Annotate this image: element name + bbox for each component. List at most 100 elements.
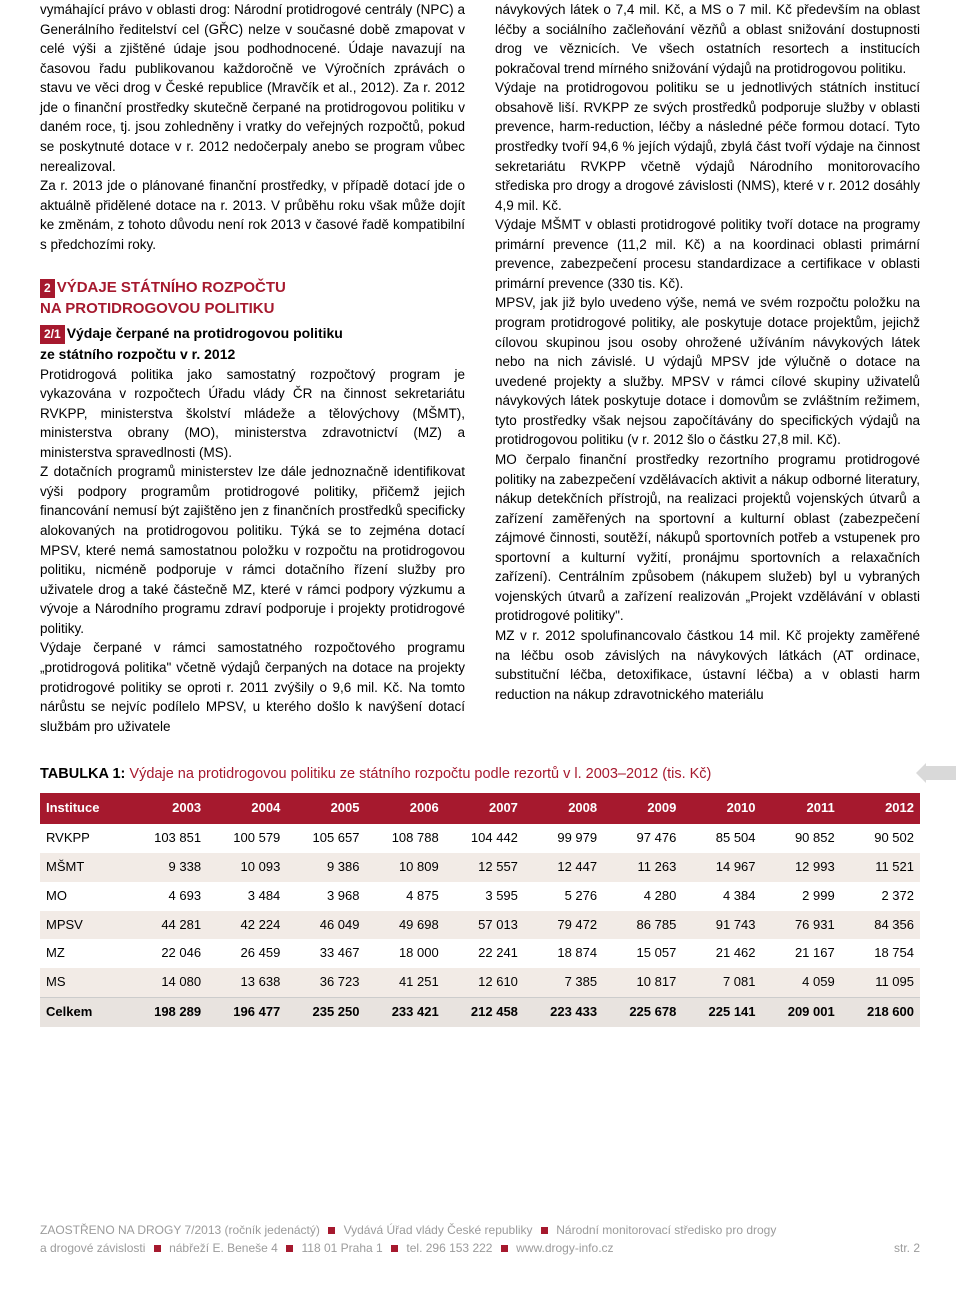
body-text: Z dotačních programů ministerstev lze dá… — [40, 462, 465, 638]
table-cell: 12 557 — [445, 853, 524, 882]
table-cell: 3 595 — [445, 882, 524, 911]
table-cell: 26 459 — [207, 939, 286, 968]
table-cell: 3 484 — [207, 882, 286, 911]
table-cell: 11 263 — [603, 853, 682, 882]
table-row: MPSV44 28142 22446 04949 69857 01379 472… — [40, 911, 920, 940]
table-cell: 57 013 — [445, 911, 524, 940]
subsection-heading: 2/1Výdaje čerpané na protidrogovou polit… — [40, 323, 465, 365]
subheading-text: ze státního rozpočtu v r. 2012 — [40, 346, 235, 362]
table-cell: 49 698 — [366, 911, 445, 940]
table-header-cell: 2007 — [445, 793, 524, 824]
body-text: vymáhající právo v oblasti drog: Národní… — [40, 0, 465, 176]
footer-issue: ZAOSTŘENO NA DROGY 7/2013 (ročník jedená… — [40, 1223, 320, 1237]
table-label: TABULKA 1: — [40, 766, 125, 782]
table-cell: 212 458 — [445, 998, 524, 1027]
table-cell: 4 875 — [366, 882, 445, 911]
table-cell: 4 059 — [762, 968, 841, 997]
body-text: Výdaje MŠMT v oblasti protidrogové polit… — [495, 215, 920, 293]
data-table: Instituce2003200420052006200720082009201… — [40, 793, 920, 1027]
table-cell: 13 638 — [207, 968, 286, 997]
table-cell: 104 442 — [445, 824, 524, 853]
table-cell: 2 999 — [762, 882, 841, 911]
table-header-cell: Instituce — [40, 793, 128, 824]
table-header-cell: 2008 — [524, 793, 603, 824]
table-cell: 198 289 — [128, 998, 207, 1027]
table-row: MZ22 04626 45933 46718 00022 24118 87415… — [40, 939, 920, 968]
bullet-icon — [501, 1245, 508, 1252]
section-badge: 2 — [40, 279, 55, 297]
table-cell: 9 386 — [286, 853, 365, 882]
heading-text: NA PROTIDROGOVOU POLITIKU — [40, 300, 274, 317]
table-cell: 5 276 — [524, 882, 603, 911]
page-footer: ZAOSTŘENO NA DROGY 7/2013 (ročník jedená… — [0, 1207, 960, 1269]
body-text: Za r. 2013 jde o plánované finanční pros… — [40, 176, 465, 254]
table-cell: 36 723 — [286, 968, 365, 997]
table-cell: 21 462 — [682, 939, 761, 968]
table-cell: 100 579 — [207, 824, 286, 853]
table-cell: 14 080 — [128, 968, 207, 997]
table-cell: 10 809 — [366, 853, 445, 882]
table-cell: 90 852 — [762, 824, 841, 853]
table-cell: 14 967 — [682, 853, 761, 882]
table-cell: 97 476 — [603, 824, 682, 853]
table-cell: 76 931 — [762, 911, 841, 940]
table-cell: 105 657 — [286, 824, 365, 853]
table-cell: 108 788 — [366, 824, 445, 853]
table-header-cell: 2011 — [762, 793, 841, 824]
table-header-cell: 2009 — [603, 793, 682, 824]
table-cell: 12 610 — [445, 968, 524, 997]
footer-text: www.drogy-info.cz — [516, 1241, 613, 1255]
table-cell: 22 241 — [445, 939, 524, 968]
bullet-icon — [541, 1227, 548, 1234]
table-cell: 33 467 — [286, 939, 365, 968]
table-cell: 11 095 — [841, 968, 920, 997]
table-cell: 91 743 — [682, 911, 761, 940]
subheading-text: Výdaje čerpané na protidrogovou politiku — [67, 325, 343, 341]
table-cell: 10 093 — [207, 853, 286, 882]
table-cell: 90 502 — [841, 824, 920, 853]
table-cell: 18 754 — [841, 939, 920, 968]
table-cell: 85 504 — [682, 824, 761, 853]
table-cell: 4 280 — [603, 882, 682, 911]
table-header-cell: 2005 — [286, 793, 365, 824]
table-cell: 99 979 — [524, 824, 603, 853]
table-row: MO4 6933 4843 9684 8753 5955 2764 2804 3… — [40, 882, 920, 911]
table-cell: 233 421 — [366, 998, 445, 1027]
table-cell: 18 874 — [524, 939, 603, 968]
footer-text: tel. 296 153 222 — [406, 1241, 492, 1255]
table-cell: 84 356 — [841, 911, 920, 940]
bullet-icon — [391, 1245, 398, 1252]
table-cell: 22 046 — [128, 939, 207, 968]
table-cell: 44 281 — [128, 911, 207, 940]
table-cell: 15 057 — [603, 939, 682, 968]
arrow-icon — [926, 766, 956, 780]
table-cell: 4 693 — [128, 882, 207, 911]
bullet-icon — [328, 1227, 335, 1234]
table-cell: 21 167 — [762, 939, 841, 968]
heading-text: VÝDAJE STÁTNÍHO ROZPOČTU — [57, 279, 286, 296]
table-header-cell: 2003 — [128, 793, 207, 824]
body-text: Protidrogová politika jako samostatný ro… — [40, 365, 465, 463]
footer-text: 118 01 Praha 1 — [302, 1241, 383, 1255]
table-cell: 3 968 — [286, 882, 365, 911]
page-number: str. 2 — [894, 1239, 920, 1257]
table-cell: 42 224 — [207, 911, 286, 940]
table-header-cell: 2006 — [366, 793, 445, 824]
table-cell: 18 000 — [366, 939, 445, 968]
table-cell: Celkem — [40, 998, 128, 1027]
table-cell: 12 993 — [762, 853, 841, 882]
table-cell: 209 001 — [762, 998, 841, 1027]
table-cell: 11 521 — [841, 853, 920, 882]
table-cell: 2 372 — [841, 882, 920, 911]
table-cell: 4 384 — [682, 882, 761, 911]
table-cell: MPSV — [40, 911, 128, 940]
table-cell: 86 785 — [603, 911, 682, 940]
table-header-cell: 2012 — [841, 793, 920, 824]
table-title: TABULKA 1: Výdaje na protidrogovou polit… — [40, 764, 920, 785]
table-cell: 9 338 — [128, 853, 207, 882]
right-column: návykových látek o 7,4 mil. Kč, a MS o 7… — [495, 0, 920, 736]
table-cell: MZ — [40, 939, 128, 968]
footer-text: a drogové závislosti — [40, 1241, 145, 1255]
body-text: Výdaje na protidrogovou politiku se u je… — [495, 78, 920, 215]
table-cell: 218 600 — [841, 998, 920, 1027]
